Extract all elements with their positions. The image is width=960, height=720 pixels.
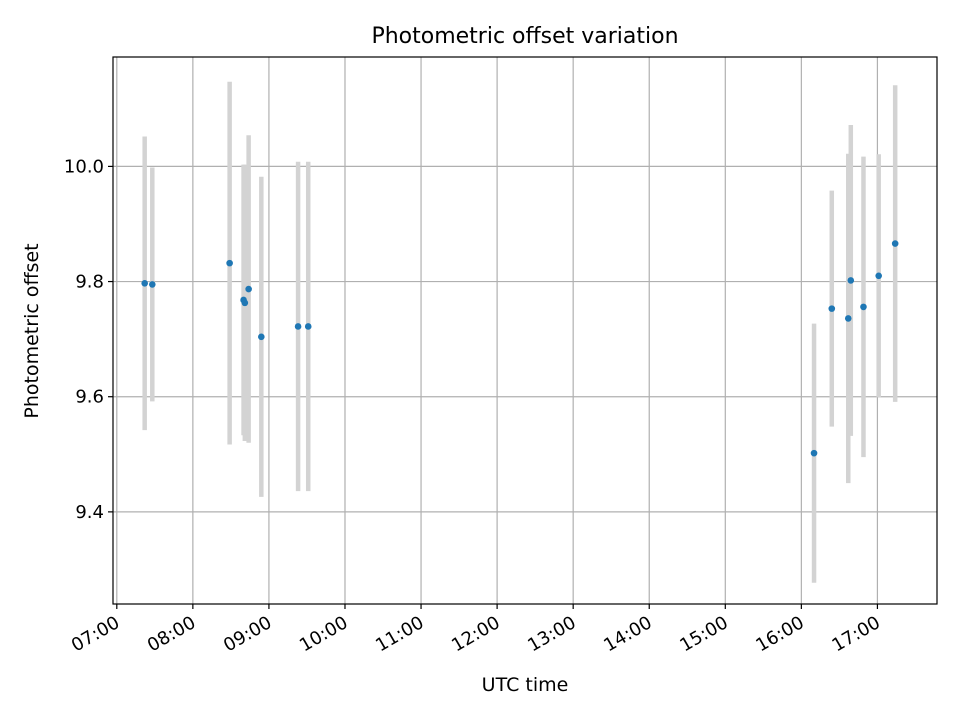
x-tick-label: 17:00	[828, 612, 883, 656]
data-point	[241, 299, 249, 307]
data-point	[860, 303, 867, 311]
x-tick-label: 08:00	[144, 612, 199, 656]
x-tick-label: 13:00	[524, 612, 579, 656]
y-tick-label: 9.8	[75, 272, 104, 293]
data-point	[148, 281, 156, 288]
data-points	[141, 240, 899, 457]
y-tick-label: 10.0	[64, 156, 104, 177]
chart-title: Photometric offset variation	[371, 24, 678, 49]
plot-frame	[112, 56, 938, 605]
data-point	[226, 259, 233, 267]
data-point	[304, 323, 312, 330]
data-point	[891, 240, 899, 247]
y-axis-label: Photometric offset	[21, 243, 43, 418]
x-axis-ticks: 07:00 08:00 09:00 10:00 11:00 12:00 13:00 14:00…	[68, 604, 884, 656]
data-point	[847, 277, 855, 284]
data-point	[141, 279, 148, 287]
x-tick-label: 14:00	[600, 612, 655, 656]
data-point	[828, 305, 836, 312]
data-point	[875, 272, 882, 280]
error-bars	[142, 81, 898, 583]
y-tick-label: 9.6	[75, 387, 104, 408]
y-tick-label: 9.4	[75, 502, 104, 523]
x-tick-label: 09:00	[220, 612, 275, 656]
x-tick-label: 12:00	[448, 612, 503, 656]
y-axis-ticks: 9.4 9.6 9.8 10.0	[64, 156, 113, 523]
data-point	[810, 449, 818, 457]
data-point	[245, 285, 252, 293]
data-point	[844, 315, 852, 322]
data-point	[294, 323, 302, 330]
x-tick-label: 11:00	[372, 612, 427, 656]
x-tick-label: 10:00	[296, 612, 351, 656]
x-tick-label: 07:00	[68, 612, 123, 656]
x-axis-label: UTC time	[482, 674, 569, 696]
grid	[113, 57, 937, 604]
x-tick-label: 16:00	[752, 612, 807, 656]
x-tick-label: 15:00	[676, 612, 731, 656]
data-point	[258, 333, 265, 341]
